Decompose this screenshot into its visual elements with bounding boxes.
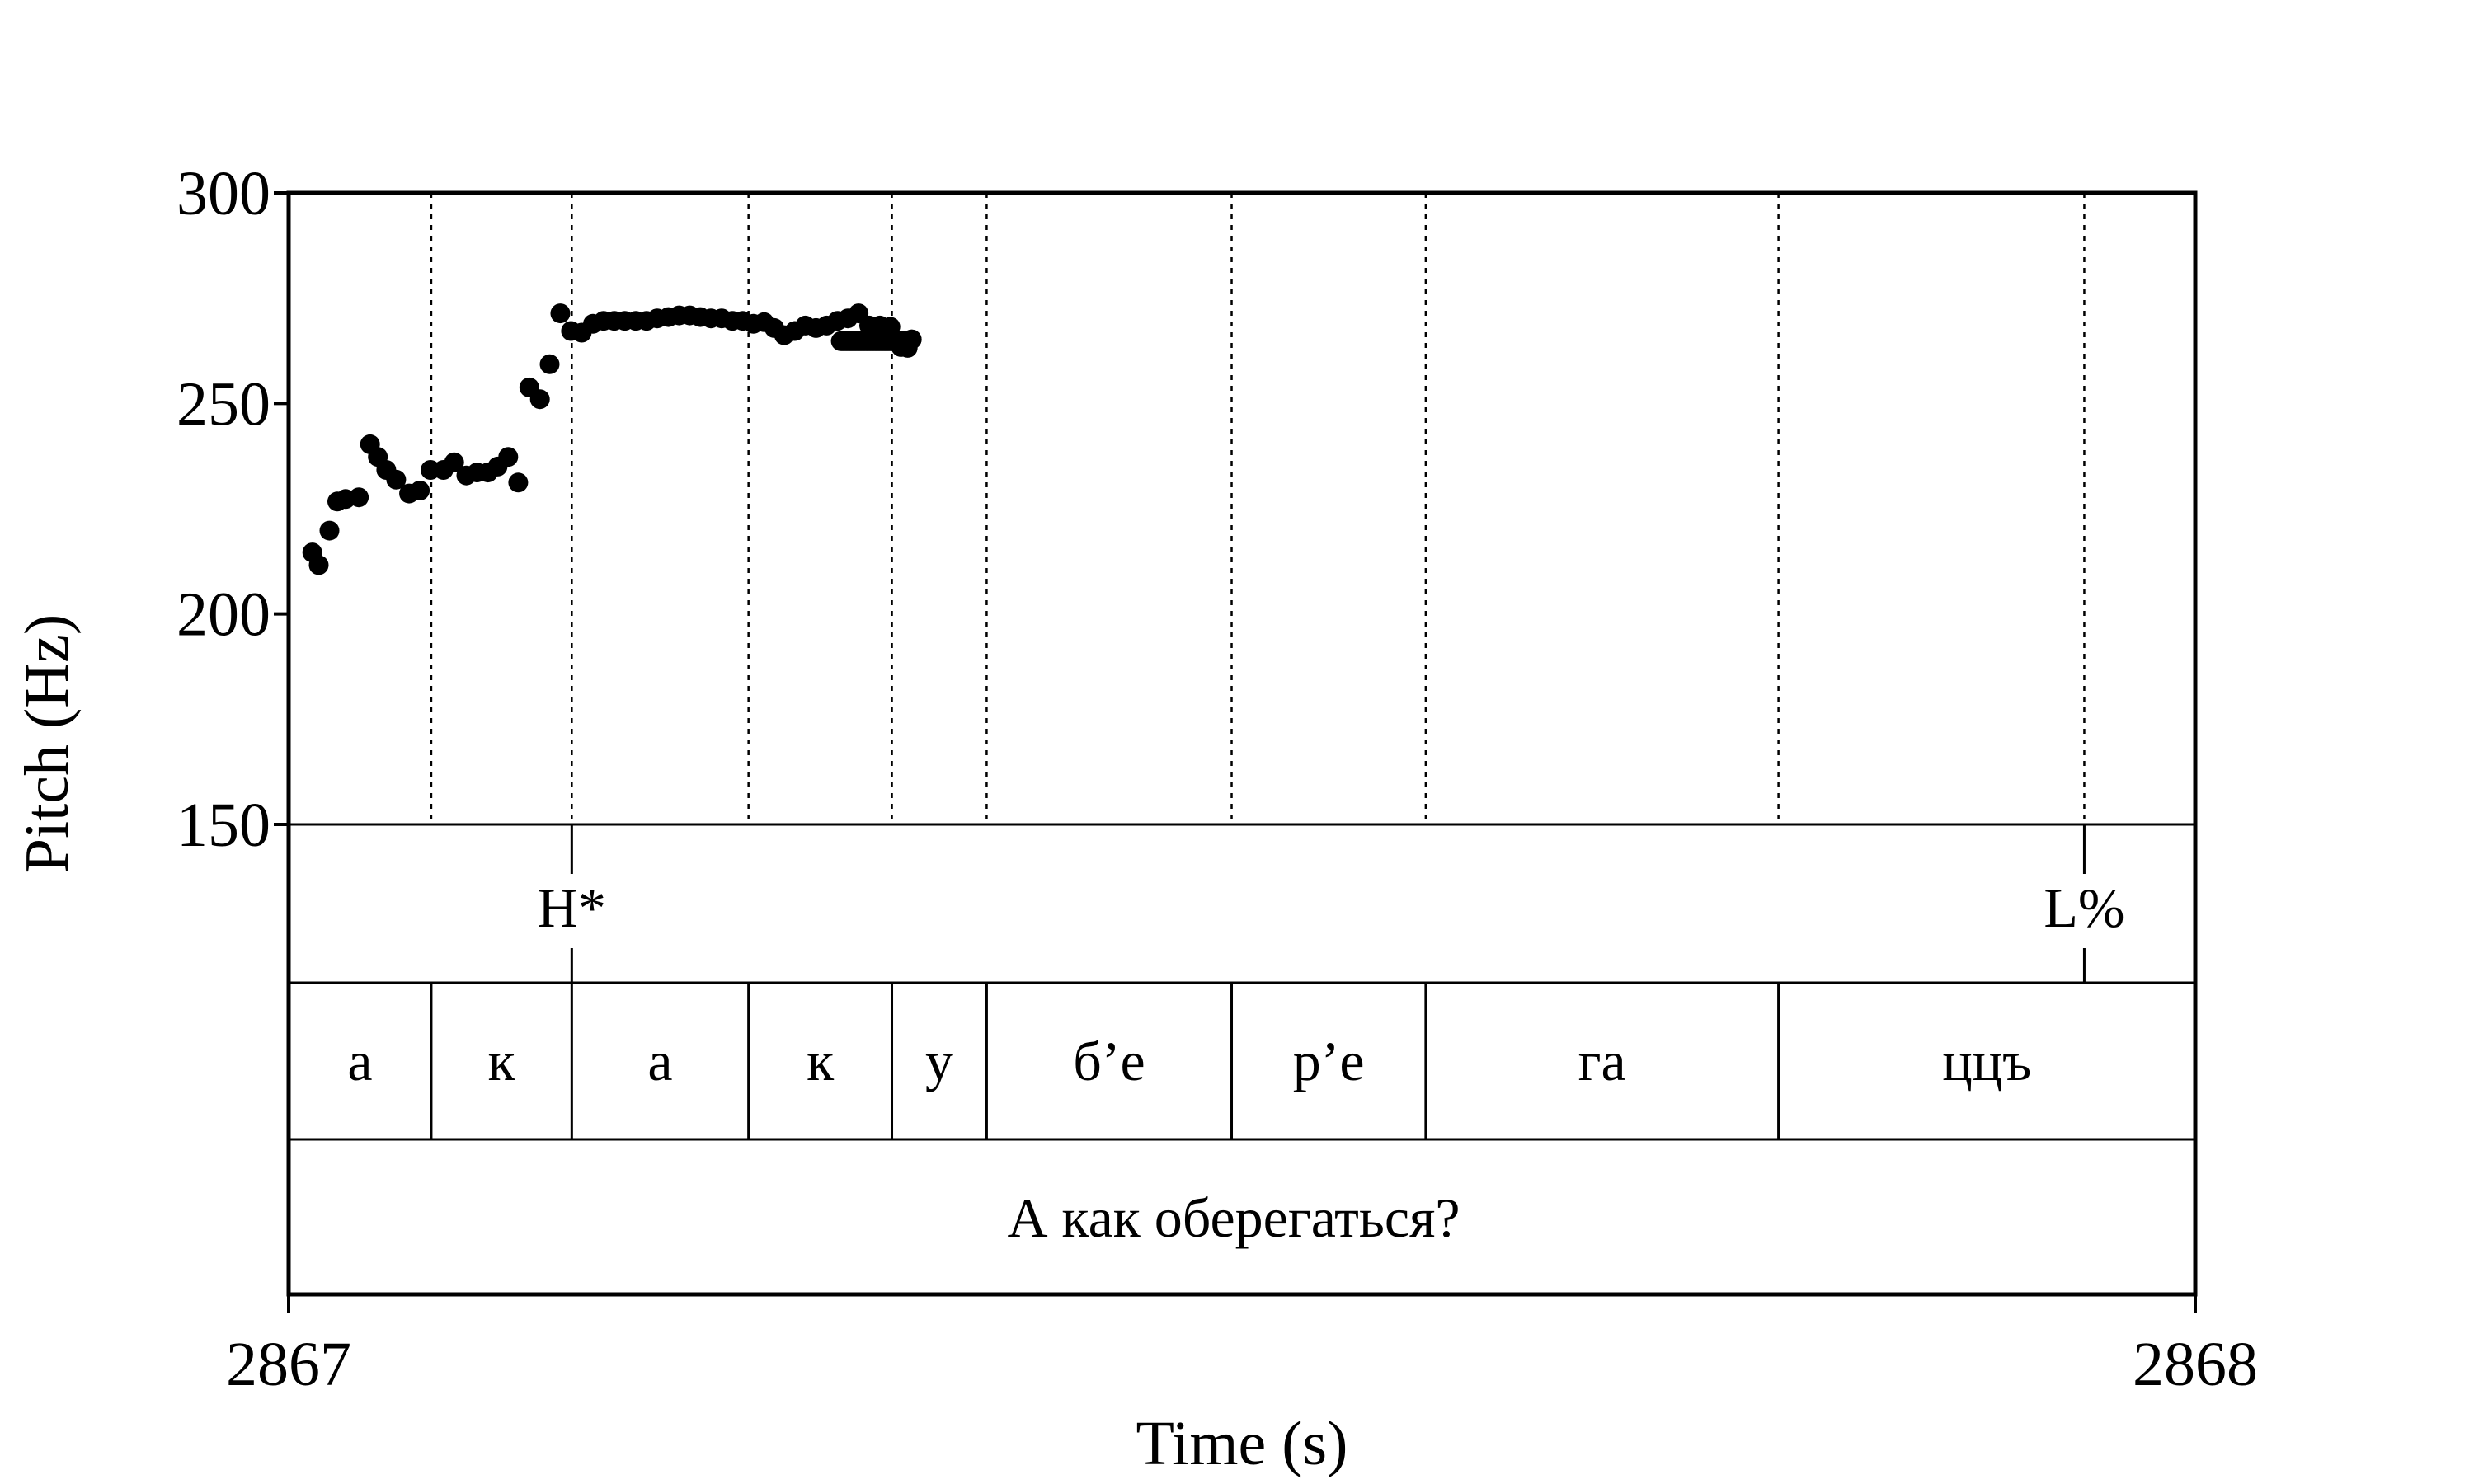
pitch-points bbox=[302, 303, 922, 575]
syllable-label: к bbox=[488, 1030, 516, 1092]
plot-area-border bbox=[286, 190, 2198, 1297]
y-tick-label: 250 bbox=[176, 369, 270, 439]
y-axis-title: Pitch (Hz) bbox=[12, 614, 82, 873]
tone-label: H* bbox=[538, 876, 606, 939]
pitch-point bbox=[508, 472, 529, 493]
syllable-label: а bbox=[647, 1030, 672, 1092]
pitch-point bbox=[444, 452, 464, 472]
syllable-label: к bbox=[807, 1030, 835, 1092]
syllable-label: а bbox=[347, 1030, 372, 1092]
syllable-label: б’е bbox=[1073, 1030, 1145, 1092]
x-axis-title: Time (s) bbox=[1136, 1409, 1348, 1478]
x-tick-label: 2868 bbox=[2133, 1330, 2258, 1399]
pitch-point bbox=[410, 481, 430, 500]
y-axis: 150 200 250 300 bbox=[176, 159, 289, 860]
syllable-label: га bbox=[1578, 1030, 1626, 1092]
pitch-point bbox=[386, 469, 407, 490]
syllable-label: р’е bbox=[1293, 1030, 1365, 1092]
pitch-point bbox=[349, 487, 369, 508]
tone-label: L% bbox=[2044, 876, 2124, 939]
pitch-point bbox=[319, 520, 340, 541]
pitch-point bbox=[550, 303, 571, 324]
y-tick-label: 200 bbox=[176, 580, 270, 650]
pitch-point bbox=[529, 389, 550, 410]
y-tick-label: 300 bbox=[176, 159, 270, 228]
y-tick-label: 150 bbox=[176, 791, 270, 860]
pitch-point bbox=[539, 354, 560, 374]
pitch-point bbox=[308, 555, 329, 575]
x-tick-label: 2867 bbox=[226, 1330, 351, 1399]
chart-frame bbox=[286, 190, 2198, 1297]
pitch-point bbox=[830, 331, 851, 351]
tone-tier: H* L% bbox=[538, 824, 2125, 983]
boundary-guides bbox=[430, 193, 2086, 824]
pitch-point bbox=[498, 447, 519, 467]
syllable-tier: а к а к у б’е р’е га ццъ bbox=[347, 983, 2031, 1139]
sentence-label: А как оберегаться? bbox=[1007, 1186, 1460, 1249]
syllable-label: у bbox=[925, 1030, 953, 1092]
x-axis: 2867 2868 bbox=[226, 1294, 2258, 1399]
syllable-label: ццъ bbox=[1942, 1030, 2031, 1092]
